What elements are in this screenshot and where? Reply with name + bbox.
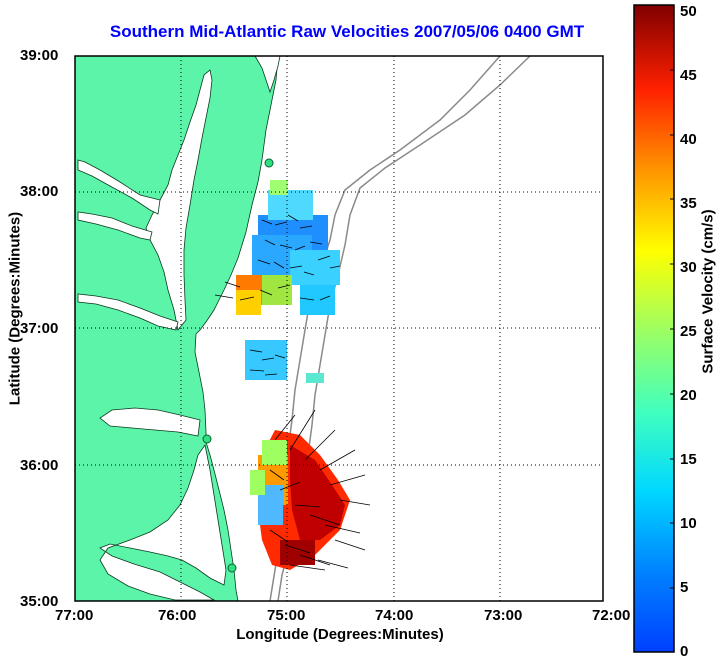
- x-tick-73: 73:00: [484, 607, 523, 624]
- y-tick-35: 35:00: [20, 593, 59, 610]
- plot-frame: [74, 55, 604, 602]
- cb-tick-5: 5: [680, 579, 689, 596]
- potomac-river: [77, 159, 161, 215]
- map-grid: [75, 56, 603, 601]
- x-axis-label: Longitude (Degrees:Minutes): [236, 626, 444, 643]
- x-tick-72: 72:00: [592, 607, 631, 624]
- radar-site-marker-north[interactable]: [264, 158, 274, 168]
- y-tick-39: 39:00: [20, 47, 59, 64]
- radar-site-marker-south[interactable]: [227, 563, 237, 573]
- velocity-field-middle: [245, 340, 324, 383]
- cb-tick-40: 40: [680, 131, 697, 148]
- delaware-bay: [254, 56, 281, 94]
- rappahannock-river: [77, 211, 153, 241]
- y-tick-38: 38:00: [20, 183, 59, 200]
- x-tick-77: 77:00: [55, 607, 94, 624]
- colorbar: [633, 4, 675, 653]
- cb-tick-25: 25: [680, 323, 697, 340]
- cb-tick-20: 20: [680, 387, 697, 404]
- map-title: Southern Mid-Atlantic Raw Velocities 200…: [109, 22, 585, 41]
- cb-tick-30: 30: [680, 259, 697, 276]
- x-tick-76: 76:00: [158, 607, 197, 624]
- cb-tick-10: 10: [680, 515, 697, 532]
- y-tick-36: 36:00: [20, 457, 59, 474]
- cb-tick-0: 0: [680, 643, 689, 660]
- x-tick-74: 74:00: [375, 607, 414, 624]
- velocity-arrows: [214, 214, 371, 571]
- pamlico-sound: [99, 444, 227, 601]
- cb-tick-35: 35: [680, 195, 697, 212]
- x-tick-75: 75:00: [267, 607, 306, 624]
- colorbar-ticks: [670, 69, 674, 589]
- y-tick-37: 37:00: [20, 320, 59, 337]
- radar-site-marker-middle[interactable]: [202, 434, 212, 444]
- cb-tick-15: 15: [680, 451, 697, 468]
- velocity-field-south: [250, 430, 350, 570]
- cb-tick-50: 50: [680, 3, 697, 20]
- james-river: [77, 293, 179, 331]
- cb-tick-45: 45: [680, 67, 697, 84]
